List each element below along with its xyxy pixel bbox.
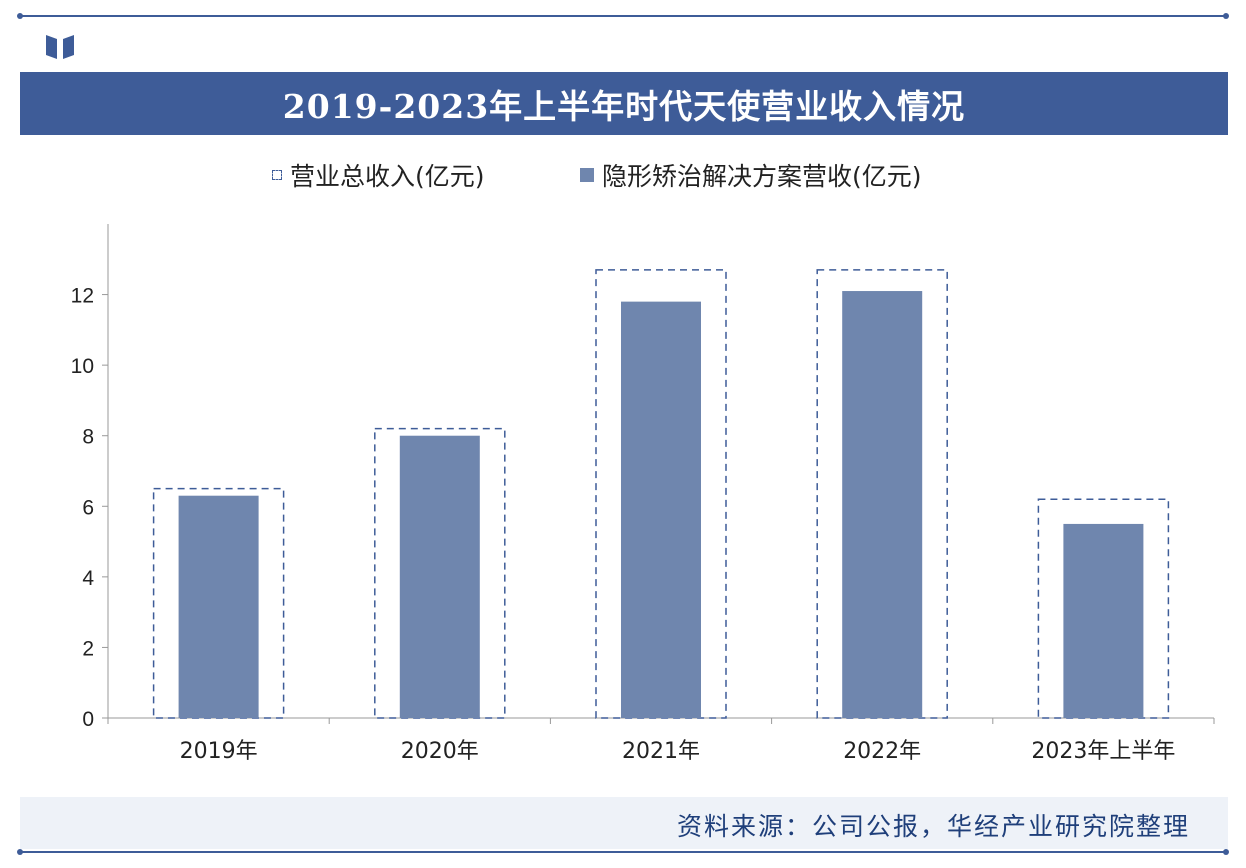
bar-aligner-revenue — [842, 291, 923, 718]
bottom-rule — [17, 849, 1229, 855]
y-tick-label: 0 — [82, 708, 94, 731]
y-tick-label: 12 — [71, 285, 94, 308]
chart-title: 2019-2023年上半年时代天使营业收入情况 — [282, 86, 966, 126]
title-bar: 2019-2023年上半年时代天使营业收入情况 — [20, 72, 1228, 135]
x-tick-label: 2020年 — [401, 739, 479, 764]
bar-aligner-revenue — [621, 301, 701, 718]
legend-swatch-outline-icon — [272, 170, 282, 180]
bar-aligner-revenue — [1063, 523, 1144, 718]
legend: 营业总收入(亿元) 隐形矫治解决方案营收(亿元) — [0, 157, 1246, 193]
legend-item-aligner: 隐形矫治解决方案营收(亿元) — [580, 157, 922, 193]
legend-swatch-fill-icon — [580, 168, 594, 182]
y-tick-label: 8 — [82, 426, 94, 449]
legend-label-total: 营业总收入(亿元) — [290, 162, 485, 191]
source-bar: 资料来源：公司公报，华经产业研究院整理 — [20, 797, 1228, 849]
legend-item-total: 营业总收入(亿元) — [272, 157, 485, 193]
x-tick-label: 2022年 — [843, 739, 921, 764]
bar-total-revenue — [816, 269, 948, 719]
source-note: 资料来源：公司公报，华经产业研究院整理 — [676, 812, 1190, 841]
y-tick-label: 4 — [82, 567, 94, 590]
x-tick-label: 2019年 — [180, 739, 258, 764]
bar-aligner-revenue — [399, 435, 480, 718]
legend-label-aligner: 隐形矫治解决方案营收(亿元) — [602, 162, 922, 191]
x-tick-label: 2021年 — [622, 739, 700, 764]
book-logo-icon — [46, 35, 74, 59]
top-rule — [17, 13, 1229, 19]
bar-aligner-revenue — [178, 495, 259, 718]
x-tick-label: 2023年上半年 — [1031, 739, 1175, 764]
y-tick-label: 6 — [82, 496, 94, 519]
bar-total-revenue — [595, 269, 727, 719]
y-tick-label: 10 — [71, 355, 94, 378]
y-tick-label: 2 — [82, 637, 94, 660]
